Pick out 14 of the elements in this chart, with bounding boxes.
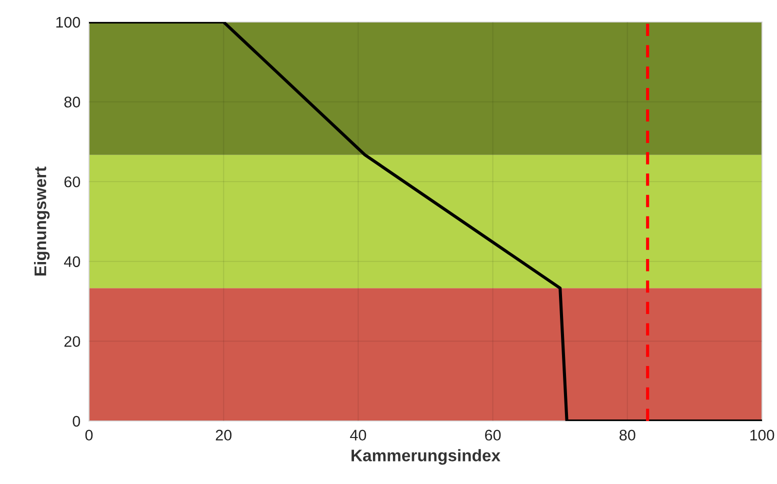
x-tick-label: 60 [485,430,501,441]
x-axis-title: Kammerungsindex [352,449,500,465]
x-tick-label: 20 [216,430,232,441]
x-tick-label: 40 [350,430,366,441]
y-tick-label: 0 [72,416,80,427]
y-tick-label: 20 [64,336,80,347]
y-tick-label: 80 [64,96,80,108]
x-tick-label: 80 [620,430,636,441]
x-tick-label: 100 [750,430,774,441]
y-tick-label: 40 [64,256,80,268]
x-tick-label: 0 [85,430,93,441]
y-tick-label: 100 [56,16,80,28]
y-axis-title: Eignungswert [34,166,50,276]
y-tick-label: 60 [64,176,80,188]
